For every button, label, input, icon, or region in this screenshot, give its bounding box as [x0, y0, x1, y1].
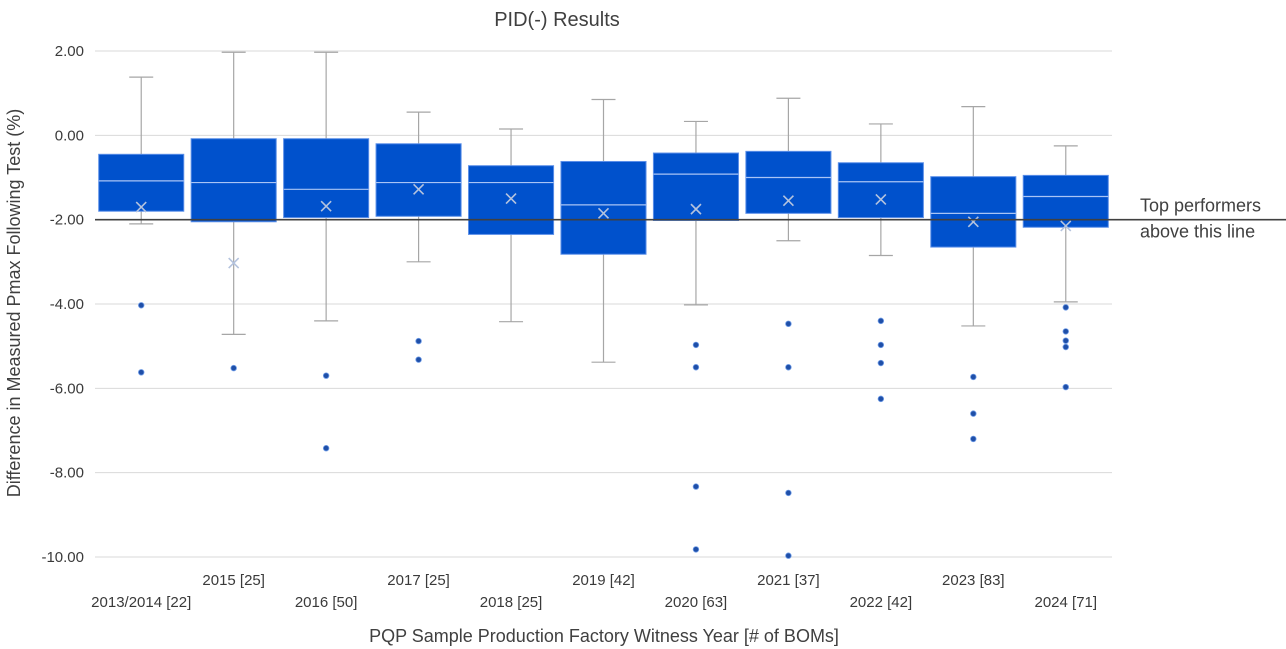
box-iqr — [652, 152, 739, 222]
reference-line-group: Top performers above this line — [95, 196, 1286, 242]
mean-marker — [135, 201, 147, 213]
outlier-point — [1062, 343, 1069, 351]
box-7 — [652, 120, 739, 553]
x-category-label: 2020 [63] — [665, 594, 728, 611]
x-category-label: 2024 [71] — [1034, 594, 1097, 611]
box-series — [98, 51, 1109, 559]
box-iqr — [1022, 174, 1109, 228]
mean-marker — [505, 193, 517, 205]
x-category-label: 2021 [37] — [757, 572, 820, 589]
y-tick-label: -4.00 — [50, 296, 84, 313]
outlier-point — [1062, 304, 1069, 311]
box-5 — [468, 128, 555, 323]
outlier-point — [970, 373, 977, 381]
reference-label-line-1: Top performers — [1140, 196, 1261, 216]
box-3 — [283, 51, 370, 452]
mean-marker — [413, 183, 425, 195]
outlier-point — [1062, 328, 1069, 335]
x-category-label: 2013/2014 [22] — [91, 594, 191, 611]
outlier-point — [785, 320, 792, 328]
outlier-point — [877, 359, 885, 367]
mean-marker — [967, 216, 979, 228]
mean-marker — [1060, 220, 1072, 232]
y-tick-label: -2.00 — [50, 212, 84, 229]
outlier-point — [785, 552, 792, 559]
outlier-point — [322, 372, 330, 379]
outlier-point — [415, 356, 422, 363]
outlier-point — [138, 369, 145, 376]
chart-title: PID(-) Results — [494, 9, 620, 31]
x-category-labels: 2013/2014 [22] 2015 [25] 2016 [50] 2017 [25… — [91, 572, 1097, 611]
mean-marker — [320, 200, 332, 212]
outlier-point — [138, 302, 145, 309]
box-iqr — [98, 153, 185, 212]
outlier-point — [230, 364, 237, 372]
outlier-point — [970, 410, 977, 417]
box-iqr — [468, 165, 555, 235]
mean-marker — [597, 207, 610, 219]
y-tick-label: -8.00 — [50, 465, 84, 482]
outlier-point — [970, 435, 977, 443]
box-10 — [930, 106, 1017, 443]
x-category-label: 2023 [83] — [942, 572, 1005, 589]
y-tick-label: -10.00 — [41, 549, 84, 566]
box-iqr — [930, 176, 1017, 248]
box-iqr — [745, 150, 832, 214]
box-6 — [560, 98, 647, 363]
mean-marker — [690, 203, 702, 215]
outlier-point — [1062, 337, 1069, 344]
mean-marker — [782, 195, 794, 207]
outlier-point — [692, 364, 700, 371]
outlier-point — [877, 341, 885, 349]
outlier-point — [877, 317, 885, 325]
x-axis-title: PQP Sample Production Factory Witness Ye… — [369, 626, 839, 646]
box-4 — [375, 111, 462, 363]
outlier-point — [785, 364, 792, 371]
y-tick-label: 0.00 — [55, 127, 84, 144]
y-tick-labels: 2.00 0.00 -2.00 -4.00 -6.00 -8.00 -10.00 — [41, 43, 84, 566]
mean-marker — [875, 193, 887, 205]
x-category-label: 2017 [25] — [387, 572, 450, 589]
box-1 — [98, 76, 185, 376]
box-iqr — [837, 162, 924, 219]
x-category-label: 2022 [42] — [850, 594, 913, 611]
box-9 — [837, 123, 924, 403]
outlier-point — [692, 546, 700, 553]
outlier-point — [322, 445, 330, 452]
box-2 — [190, 51, 277, 372]
box-iqr — [283, 138, 370, 219]
outlier-point — [692, 483, 700, 490]
box-iqr — [190, 138, 277, 223]
y-axis-title: Difference in Measured Pmax Following Te… — [4, 109, 24, 498]
x-category-label: 2019 [42] — [572, 572, 635, 589]
box-iqr — [560, 160, 647, 255]
x-category-label: 2016 [50] — [295, 594, 358, 611]
outlier-point — [877, 395, 885, 403]
y-tick-label: -6.00 — [50, 380, 84, 397]
reference-label-line-2: above this line — [1140, 222, 1255, 242]
box-iqr — [375, 143, 462, 217]
outlier-point — [692, 341, 700, 349]
box-11 — [1022, 145, 1109, 391]
mean-marker — [228, 257, 240, 269]
outlier-point — [1062, 383, 1069, 391]
outlier-point — [785, 489, 792, 497]
outlier-point — [415, 337, 422, 345]
box-8 — [745, 97, 832, 559]
y-tick-label: 2.00 — [55, 43, 84, 60]
x-category-label: 2015 [25] — [202, 572, 265, 589]
x-category-label: 2018 [25] — [480, 594, 543, 611]
